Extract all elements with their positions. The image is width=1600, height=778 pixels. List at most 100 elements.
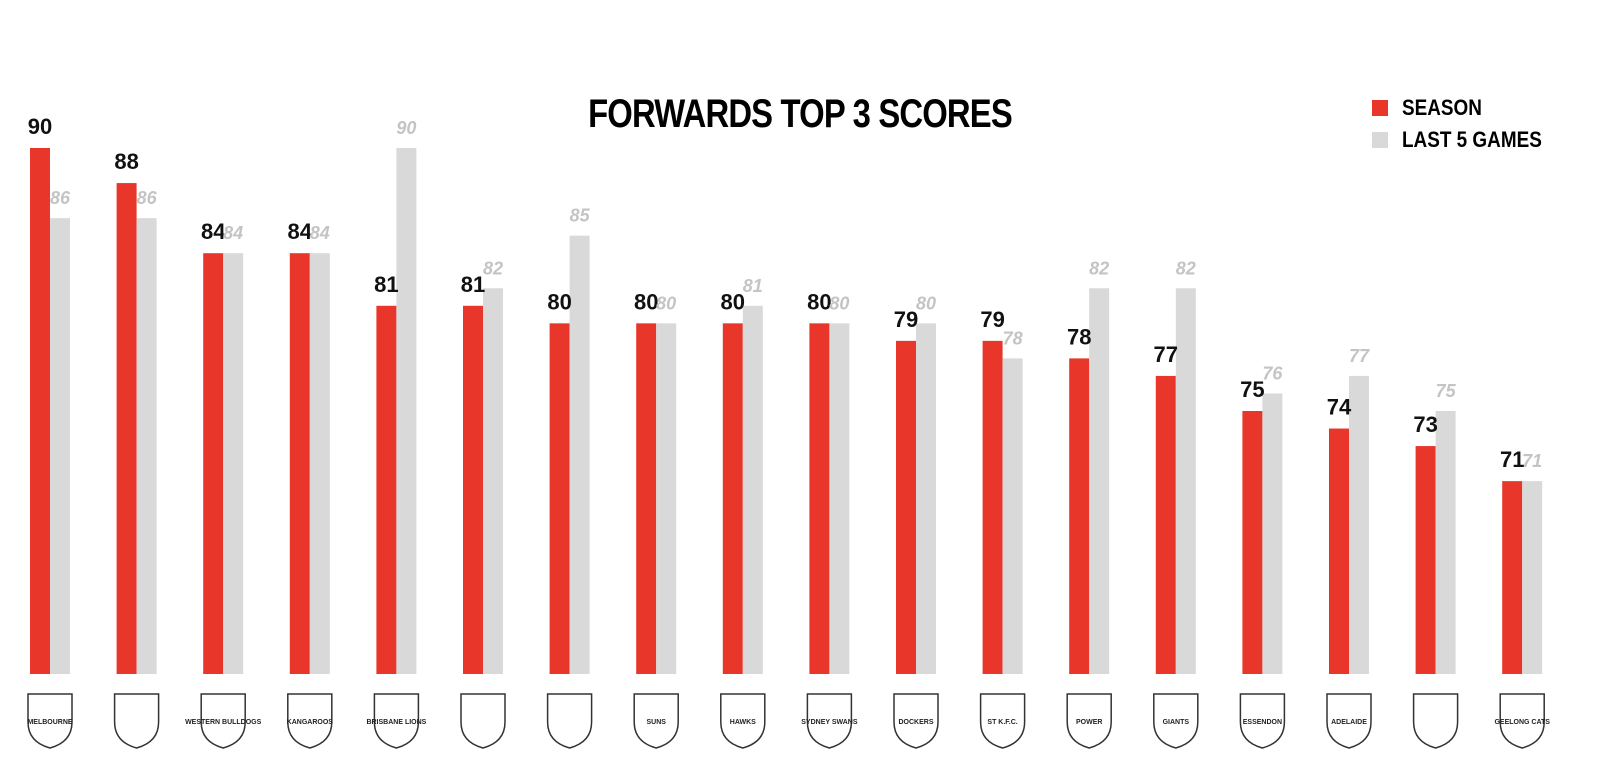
team-logo-4: BRISBANE LIONS [366,693,427,749]
value-label-season-4: 81 [374,272,398,297]
bar-last5-14 [1262,393,1283,674]
value-label-last5-8: 81 [743,276,763,296]
team-logo-text-11: ST K.F.C. [987,719,1017,726]
bar-last5-7 [656,323,677,674]
bar-last5-15 [1349,375,1369,674]
legend-item-season: SEASON [1372,92,1565,124]
value-label-season-6: 80 [547,289,571,314]
team-logo-text-12: POWER [1076,719,1102,726]
bar-last5-9 [829,323,850,674]
team-logo-shield-14 [1239,693,1286,749]
bar-season-3 [289,253,310,674]
chart-title: FORWARDS TOP 3 SCORES [588,92,1013,136]
team-logo-text-10: DOCKERS [898,719,933,726]
value-label-last5-1: 86 [137,188,158,208]
team-logo-shield-7 [633,693,679,749]
value-label-season-7: 80 [634,289,658,314]
value-label-season-3: 84 [288,219,313,244]
value-label-last5-10: 80 [916,293,936,313]
team-logo-10: DOCKERS [893,693,939,749]
team-logo-12: POWER [1066,693,1112,749]
team-logo-13: GIANTS [1153,693,1199,749]
team-logo-shield-15 [1326,693,1372,749]
value-label-last5-2: 84 [223,223,243,243]
team-logo-text-13: GIANTS [1163,719,1190,726]
bar-last5-3 [309,253,330,674]
value-label-last5-14: 76 [1262,363,1283,383]
team-logo-shield-1 [113,693,160,749]
legend-label-season: SEASON [1402,95,1482,120]
value-label-season-16: 73 [1413,412,1437,437]
team-logo-shield-16 [1412,693,1459,749]
bar-last5-8 [742,305,763,674]
bar-season-16 [1415,446,1436,674]
team-logo-text-9: SYDNEY SWANS [801,719,858,726]
team-logo-shield-0 [27,693,73,749]
team-logo-shield-12 [1066,693,1112,749]
team-logo-text-4: BRISBANE LIONS [366,719,426,726]
team-logo-shield-6 [546,693,593,749]
bar-season-17 [1502,481,1523,674]
bar-season-11 [982,340,1003,674]
value-label-season-14: 75 [1240,377,1264,402]
value-label-season-2: 84 [201,219,226,244]
value-label-season-15: 74 [1327,395,1352,420]
team-logo-shield-5 [460,693,506,749]
bar-last5-10 [916,323,936,674]
value-label-last5-17: 71 [1522,451,1542,471]
bar-last5-13 [1175,288,1196,674]
team-logo-7: SUNS [633,693,679,749]
value-label-last5-6: 85 [570,206,591,226]
bar-last5-16 [1435,411,1456,674]
team-logo-text-3: KANGAROOS [287,719,334,726]
team-logo-shield-11 [979,693,1026,749]
team-logo-14: ESSENDON [1239,693,1286,749]
team-logo-text-0: MELBOURNE [27,719,72,726]
team-logo-11: ST K.F.C. [979,693,1026,749]
value-label-last5-3: 84 [310,223,330,243]
bar-season-2 [203,253,224,674]
bar-season-4 [376,305,397,674]
bar-season-7 [636,323,657,674]
team-logo-6 [546,693,593,749]
bar-season-15 [1329,428,1349,674]
value-label-season-8: 80 [721,289,745,314]
team-logo-5 [460,693,506,749]
team-logo-0: MELBOURNE [27,693,73,749]
bar-last5-0 [50,218,70,674]
team-logo-2: WESTERN BULLDOGS [185,693,262,749]
team-logo-text-8: HAWKS [730,719,756,726]
bar-season-12 [1069,358,1090,674]
bar-season-0 [30,148,50,674]
bar-last5-5 [483,288,503,674]
team-logo-shield-17 [1499,693,1545,749]
value-label-last5-4: 90 [396,118,416,138]
bar-season-14 [1242,411,1263,674]
team-logo-shield-13 [1153,693,1199,749]
legend-label-last5: LAST 5 GAMES [1402,127,1542,152]
legend-swatch-last5 [1372,132,1388,148]
team-logo-shield-9 [806,693,853,749]
value-label-season-9: 80 [807,289,831,314]
legend-swatch-season [1372,100,1388,116]
value-label-last5-5: 82 [483,258,503,278]
bar-season-13 [1155,375,1176,674]
value-label-last5-9: 80 [829,293,849,313]
value-label-season-13: 77 [1154,342,1178,367]
value-label-season-10: 79 [894,307,918,332]
value-label-season-11: 79 [980,307,1004,332]
value-label-last5-12: 82 [1089,258,1109,278]
bar-season-10 [896,340,916,674]
bar-season-6 [549,323,570,674]
value-label-last5-0: 86 [50,188,71,208]
value-label-last5-13: 82 [1176,258,1196,278]
legend-item-last5: LAST 5 GAMES [1372,124,1565,156]
team-logo-16 [1412,693,1459,749]
team-logo-shield-4 [373,693,420,749]
team-logo-15: ADELAIDE [1326,693,1372,749]
bar-season-1 [116,183,137,675]
value-label-season-12: 78 [1067,324,1091,349]
team-logo-text-14: ESSENDON [1243,719,1282,726]
legend: SEASON LAST 5 GAMES [1372,92,1565,156]
bar-last5-4 [396,148,417,674]
